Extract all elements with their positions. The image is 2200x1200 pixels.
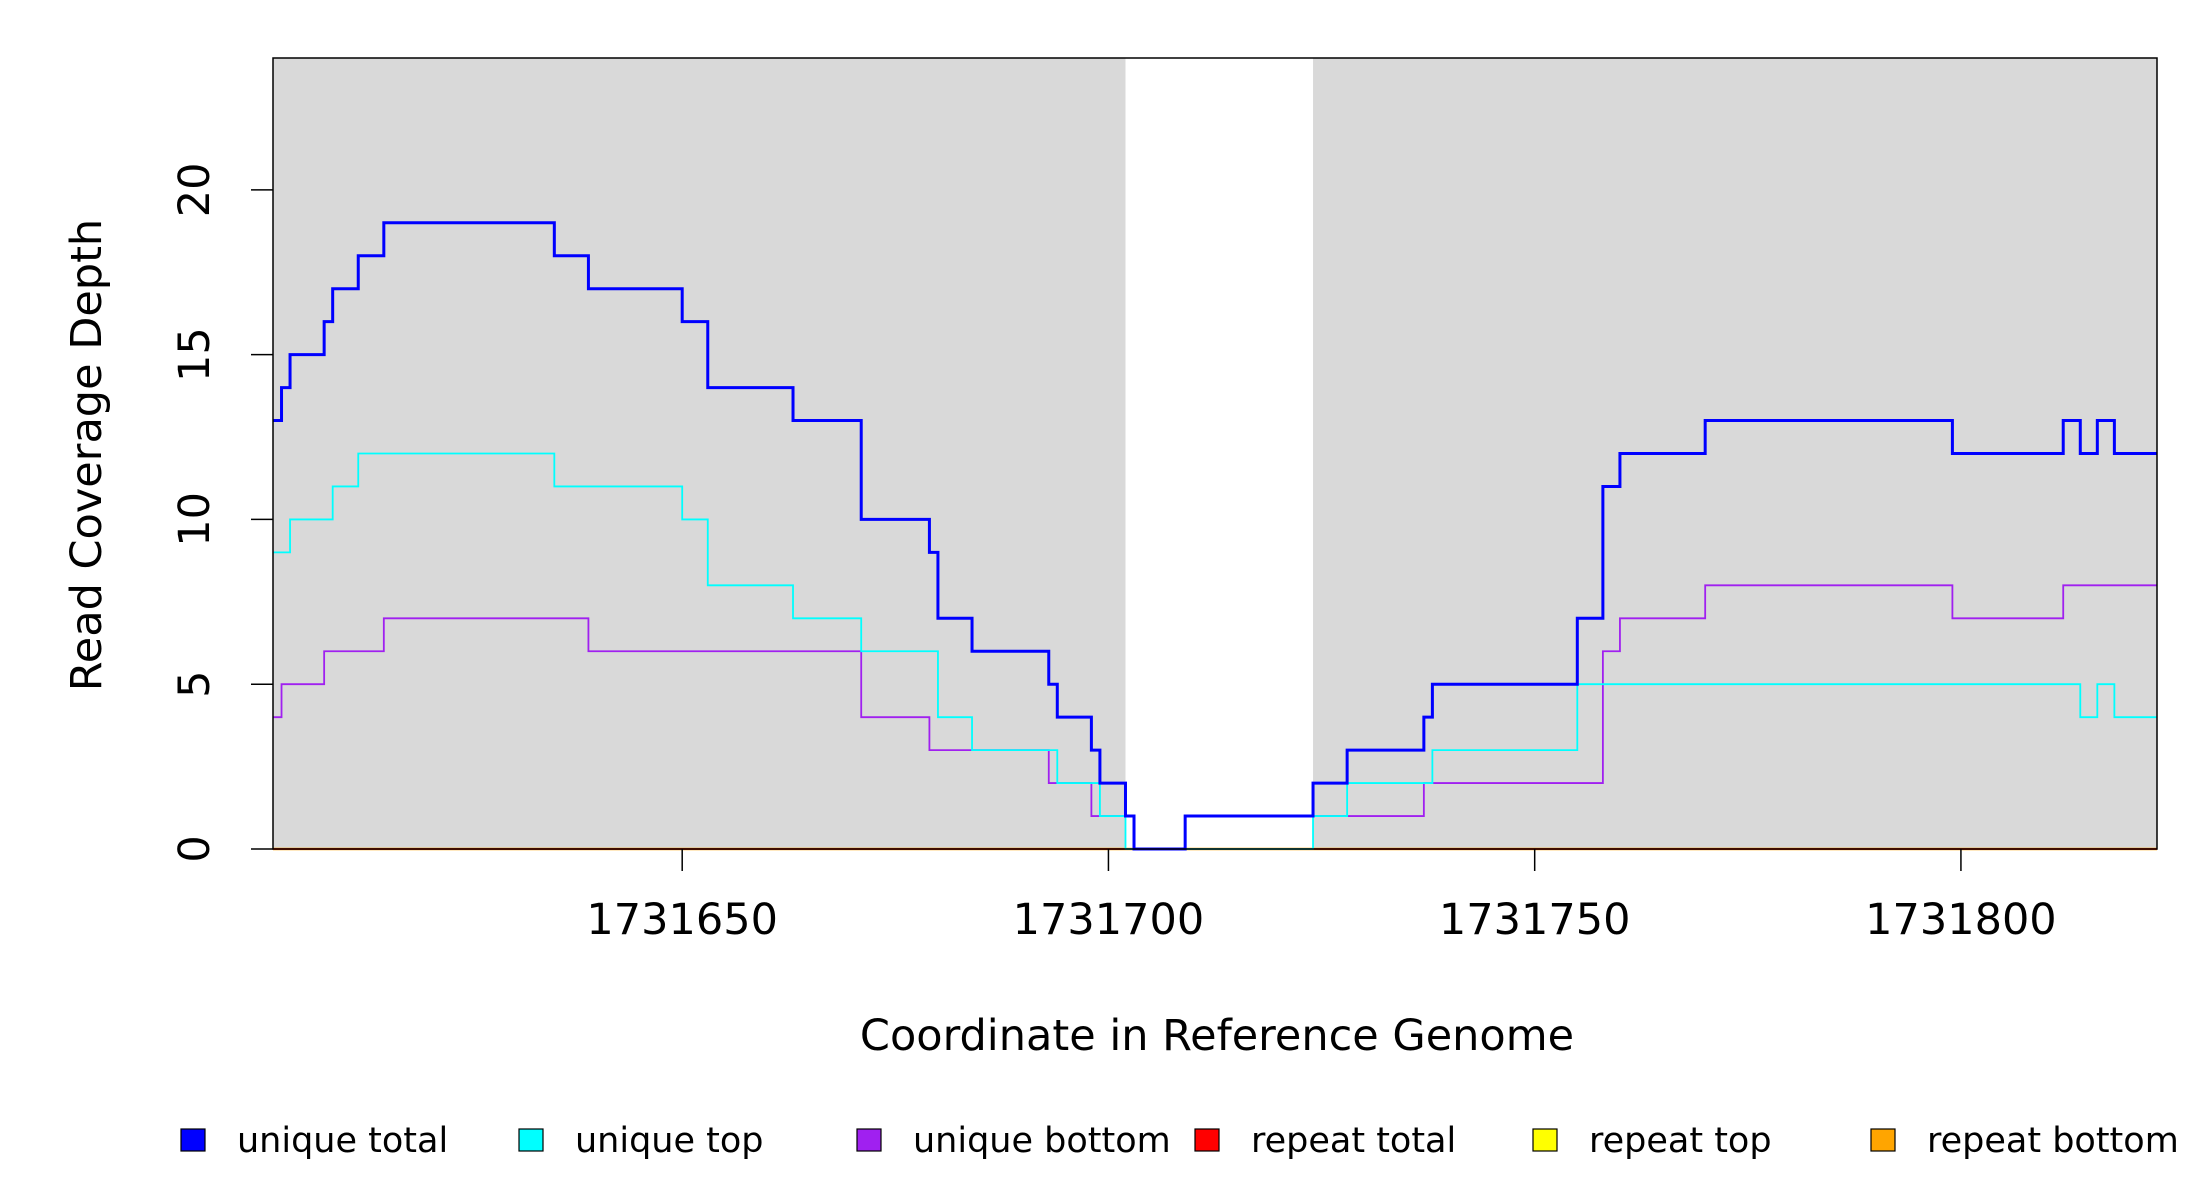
series-line-unique-top (273, 452, 2157, 850)
legend-entry: unique top (518, 1121, 764, 1161)
y-tick-label: 15 (170, 327, 220, 382)
legend-entry: unique bottom (856, 1121, 1171, 1161)
legend-label: unique top (575, 1121, 764, 1161)
legend: unique total unique top unique bottom repea… (180, 1121, 2179, 1161)
y-tick-label: 0 (170, 835, 220, 862)
legend-swatch (180, 1128, 206, 1152)
axes: 1731650 1731700 1731750 1731800 0 5 10 15 20 (170, 162, 2057, 945)
legend-label: repeat top (1589, 1121, 1772, 1161)
shaded-regions (273, 58, 2157, 849)
y-axis-label: Read Coverage Depth (62, 219, 112, 691)
legend-entry: unique total (180, 1121, 448, 1161)
plot-frame (272, 57, 2158, 850)
x-tick-label: 1731750 (1439, 895, 1631, 945)
legend-entry: repeat bottom (1870, 1121, 2179, 1161)
legend-entry: repeat total (1194, 1121, 1456, 1161)
legend-label: repeat bottom (1927, 1121, 2179, 1161)
legend-label: unique total (237, 1121, 448, 1161)
x-tick-label: 1731800 (1865, 895, 2057, 945)
x-axis-label: Coordinate in Reference Genome (860, 1011, 1574, 1061)
legend-swatch (1194, 1128, 1220, 1152)
legend-swatch (1870, 1128, 1896, 1152)
legend-swatch (856, 1128, 882, 1152)
legend-label: unique bottom (913, 1121, 1171, 1161)
legend-entry: repeat top (1532, 1121, 1772, 1161)
legend-swatch (1532, 1128, 1558, 1152)
x-tick-label: 1731650 (586, 895, 778, 945)
y-tick-label: 5 (170, 671, 220, 698)
x-tick-label: 1731700 (1013, 895, 1205, 945)
legend-label: repeat total (1251, 1121, 1456, 1161)
y-tick-label: 20 (170, 162, 220, 217)
series-line-unique-total (273, 221, 2157, 851)
legend-swatch (518, 1128, 544, 1152)
y-tick-label: 10 (170, 492, 220, 547)
